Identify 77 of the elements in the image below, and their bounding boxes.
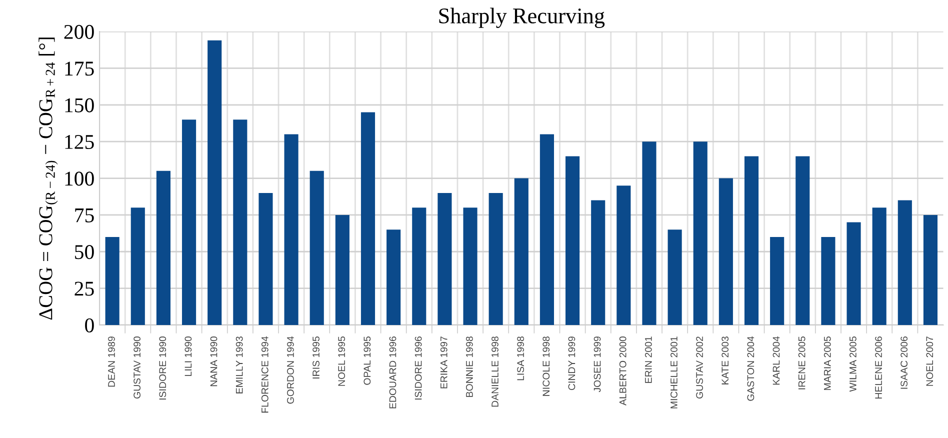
- bar: [233, 120, 248, 325]
- bar: [105, 236, 120, 325]
- x-tick-label: NOEL 1995: [338, 336, 346, 386]
- y-tick-label: 200: [64, 24, 94, 39]
- x-tick-label: DEAN 1989: [108, 336, 115, 387]
- x-tick-label: GUSTAV 2002: [696, 336, 703, 398]
- x-tick-label: GASTON 2004: [747, 336, 754, 401]
- y-tick-label: 175: [65, 62, 94, 76]
- x-tick-label: NICOLE 1998: [542, 336, 550, 396]
- bar: [642, 142, 656, 325]
- bar: [744, 156, 759, 325]
- bar: [335, 214, 350, 325]
- bar: [412, 208, 426, 325]
- bar: [360, 112, 376, 325]
- y-axis-title: ΔCOG = COG$_{(R−24)}$ − COG$_{R+24}$ [°]: [38, 38, 58, 320]
- bar: [514, 178, 528, 325]
- x-tick-label: KARL 2004: [772, 336, 780, 385]
- bar: [156, 170, 170, 325]
- x-tick-label: LILI 1990: [184, 336, 192, 376]
- y-tick-label: 100: [65, 172, 94, 186]
- x-tick-label: DANIELLE 1998: [492, 336, 498, 407]
- x-tick-label: JOSEE 1999: [594, 336, 601, 392]
- x-tick-label: NOEL 2007: [926, 336, 934, 386]
- y-tick-label: 125: [65, 135, 94, 150]
- bar: [693, 142, 708, 325]
- x-tick-label: FLORENCE 1994: [261, 336, 268, 413]
- bar: [718, 178, 733, 325]
- bar: [258, 192, 273, 325]
- bar: [616, 186, 631, 325]
- x-tick-label: LISA 1998: [517, 336, 524, 380]
- bar: [846, 222, 861, 325]
- y-tick-label: 75: [75, 208, 94, 222]
- bar: [208, 40, 222, 325]
- bar: [770, 236, 784, 325]
- x-tick-label: BONNIE 1998: [466, 336, 473, 397]
- bar: [566, 156, 580, 325]
- x-tick-label: GORDON 1994: [287, 336, 294, 404]
- x-tick-label: ISIDORE 1990: [159, 336, 166, 400]
- bar: [872, 208, 886, 325]
- bar: [182, 120, 196, 325]
- bar: [130, 208, 145, 325]
- x-tick-label: WILMA 2005: [850, 336, 856, 392]
- x-tick-label: EDOUARD 1996: [389, 336, 396, 408]
- chart-title: Sharply Recurving: [439, 8, 605, 28]
- x-tick-label: EMILLY 1993: [236, 336, 243, 394]
- bar: [463, 208, 478, 325]
- x-tick-label: OPAL 1995: [364, 336, 371, 385]
- x-tick-label: MICHELLE 2001: [670, 336, 678, 408]
- x-tick-label: GUSTAV 1990: [134, 336, 140, 398]
- bar: [540, 134, 554, 325]
- x-tick-label: ERIN 2001: [644, 336, 652, 383]
- y-tick-label: 150: [65, 98, 94, 112]
- y-tick-label: 25: [74, 282, 94, 296]
- bar: [821, 236, 836, 325]
- bar: [796, 156, 810, 325]
- x-tick-label: ALBERTO 2000: [619, 336, 626, 406]
- bar: [488, 192, 503, 325]
- x-tick-label: MARIA 2005: [824, 336, 831, 390]
- bar: [386, 230, 401, 325]
- x-tick-label: HELENE 2006: [875, 336, 882, 399]
- bar: [310, 170, 324, 325]
- bar: [923, 214, 938, 325]
- x-tick-label: ISIDORE 1996: [414, 336, 422, 400]
- bar: [591, 200, 606, 325]
- y-tick-label: 0: [85, 318, 94, 332]
- x-tick-label: ERIKA 1997: [440, 336, 448, 388]
- x-tick-label: NANA 1990: [210, 336, 218, 386]
- bar: [438, 192, 452, 325]
- y-tick-label: 50: [75, 245, 94, 260]
- bar: [284, 134, 298, 325]
- x-tick-label: CINDY 1999: [568, 336, 576, 390]
- bar: [898, 200, 912, 325]
- x-tick-label: IRIS 1995: [312, 336, 320, 378]
- x-tick-label: ISAAC 2006: [900, 336, 908, 389]
- x-tick-label: IRENE 2005: [798, 336, 806, 390]
- x-tick-label: KATE 2003: [722, 336, 729, 384]
- bar: [668, 230, 682, 325]
